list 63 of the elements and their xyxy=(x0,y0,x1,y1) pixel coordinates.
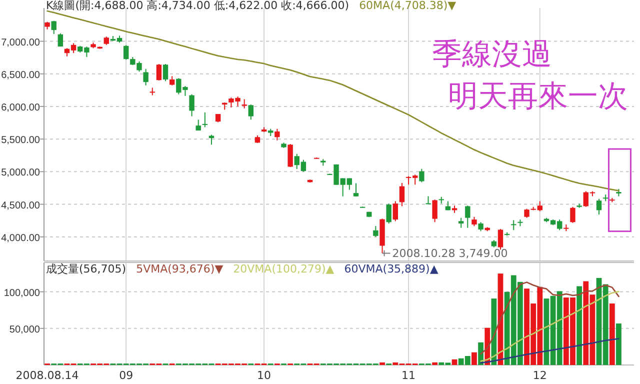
y-tick-label: 6,500.00 xyxy=(1,70,40,81)
candlestick xyxy=(570,206,576,224)
candlestick xyxy=(124,44,129,60)
candlestick xyxy=(169,76,175,86)
candlestick xyxy=(51,20,56,35)
candlestick xyxy=(392,200,398,222)
annotation: 季線沒過 xyxy=(432,37,552,72)
candlestick xyxy=(58,32,64,48)
text: 60VMA(35,889)▲ xyxy=(344,262,439,276)
candlestick xyxy=(353,182,359,197)
bar xyxy=(432,362,438,365)
y-tick-label: 6,000.00 xyxy=(1,102,40,114)
text: 60MA(4,708.38)▼ xyxy=(359,0,457,12)
candlestick xyxy=(419,168,424,183)
y-tick-label: 4,500.00 xyxy=(1,200,40,212)
bar xyxy=(576,286,582,365)
x-tick-label: 09 xyxy=(119,369,134,382)
x-tick-label: 10 xyxy=(257,369,272,382)
bar xyxy=(452,359,458,365)
candlestick xyxy=(511,220,516,231)
candlestick xyxy=(189,94,194,117)
candlestick xyxy=(242,98,247,109)
bar xyxy=(472,352,477,365)
candlestick xyxy=(202,112,208,128)
candlestick xyxy=(432,199,438,223)
candlestick xyxy=(274,128,280,141)
text: 20VMA(100,279)▲ xyxy=(233,262,335,276)
y-tick-label: 50,000 xyxy=(9,324,40,336)
candlestick xyxy=(373,225,378,238)
candlestick xyxy=(248,104,254,120)
candlestick xyxy=(426,196,431,204)
candlestick xyxy=(156,63,162,81)
y-tick-label: 5,500.00 xyxy=(1,135,40,146)
x-tick-label: 11 xyxy=(402,369,416,382)
candlestick xyxy=(208,134,214,146)
bar xyxy=(609,304,615,365)
candlestick xyxy=(498,228,504,250)
y-tick-label: 100,000 xyxy=(4,288,40,299)
candlestick xyxy=(472,216,477,227)
candlestick xyxy=(143,68,148,86)
candlestick xyxy=(399,182,405,207)
chart-title: K線圖(開:4,688.00 高:4,734.00 低:4,622.00 收:4,666.00) xyxy=(46,0,350,12)
candlestick xyxy=(162,63,168,82)
bar xyxy=(380,362,385,365)
annotation: 明天再來一次 xyxy=(448,79,628,114)
candlestick xyxy=(596,198,602,216)
candlestick xyxy=(458,217,464,228)
candlestick xyxy=(288,144,293,168)
y-tick-label: 4,000.00 xyxy=(1,232,40,244)
bar xyxy=(616,323,622,365)
text: 5VMA(93,676)▼ xyxy=(136,262,224,276)
candlestick xyxy=(386,203,392,224)
line-series xyxy=(480,338,620,364)
bar xyxy=(491,298,497,365)
y-tick-label: 7,000.00 xyxy=(1,37,40,48)
y-tick-label: 5,000.00 xyxy=(1,168,40,179)
x-tick-label: 12 xyxy=(532,369,547,382)
chart-title: 成交量(56,705) xyxy=(46,262,126,276)
annotation: 2008.10.28 3,749.00 xyxy=(392,247,508,260)
line-series xyxy=(480,290,620,362)
x-tick-label: 2008.08.14 xyxy=(16,369,79,382)
candlestick xyxy=(465,205,470,228)
line-series xyxy=(480,282,620,355)
